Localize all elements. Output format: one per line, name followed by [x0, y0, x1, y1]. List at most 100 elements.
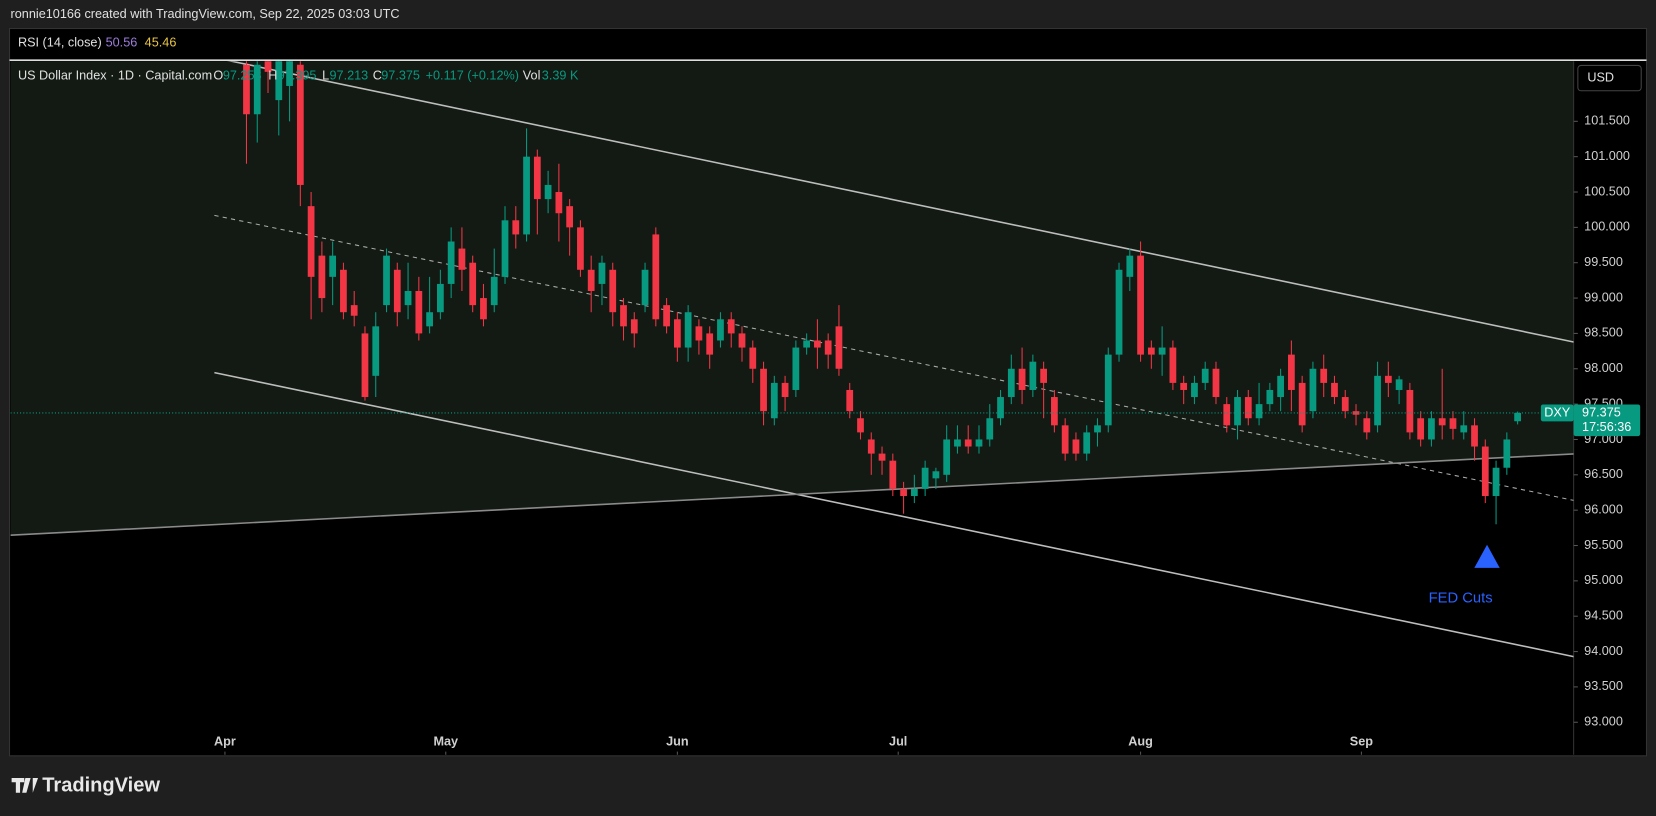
candle-body — [307, 206, 315, 277]
rsi-label: RSI (14, close) — [18, 36, 102, 50]
currency-button[interactable] — [1577, 64, 1642, 92]
candle-body — [727, 319, 735, 334]
y-tick-label: 95.500 — [1584, 538, 1623, 552]
y-tick-label: 98.000 — [1584, 361, 1623, 375]
candle-body — [566, 206, 574, 228]
candle-body — [964, 439, 972, 447]
legend-h-label: H — [268, 68, 277, 82]
candle-body — [1352, 411, 1360, 415]
candle-body — [1471, 425, 1478, 447]
attribution: ronnie10166 created with TradingView.com… — [11, 7, 400, 21]
candle-body — [846, 389, 854, 412]
candle-body — [1449, 418, 1457, 429]
candle-body — [1514, 412, 1521, 422]
candle-body — [1244, 397, 1252, 419]
candle-body — [544, 184, 552, 200]
y-tick-label: 101.500 — [1584, 114, 1630, 128]
y-tick-label: 94.000 — [1584, 644, 1623, 658]
candle-body — [1007, 368, 1015, 398]
last-price-box — [1573, 404, 1641, 437]
y-tick-label: 99.500 — [1584, 255, 1623, 269]
y-tick-label: 98.500 — [1584, 326, 1623, 340]
candle-body — [1374, 375, 1381, 426]
candle-body — [469, 262, 477, 306]
candle-body — [1223, 404, 1231, 426]
channel-fill — [10, 61, 1574, 536]
candle-body — [1363, 418, 1371, 433]
candle-body — [738, 333, 746, 348]
candle-body — [835, 326, 843, 369]
legend-o-label: O — [213, 68, 223, 82]
candle-body — [1115, 269, 1123, 355]
candle-body — [975, 439, 983, 447]
symbol-tag-label: DXY — [1544, 405, 1571, 419]
symbol-tag — [1540, 404, 1574, 422]
candle-body — [501, 220, 509, 277]
currency[interactable]: USD — [1587, 70, 1614, 84]
candle-body — [1212, 368, 1220, 398]
annotation: FED Cuts — [1429, 590, 1493, 606]
candle-body — [620, 305, 627, 327]
candle-body — [630, 319, 638, 334]
candle-body — [415, 290, 423, 334]
candle-body — [1169, 347, 1177, 383]
candle-body — [986, 418, 994, 440]
candle-body — [1384, 375, 1392, 383]
candle-body — [1040, 368, 1048, 383]
candle-body — [932, 471, 940, 479]
candle-body — [480, 298, 487, 320]
candle-body — [652, 234, 660, 320]
candle-body — [1029, 361, 1037, 390]
candle-body — [243, 64, 250, 115]
candle-body — [889, 460, 897, 489]
x-tick-label: Apr — [214, 734, 236, 748]
x-tick-label: May — [433, 734, 458, 748]
candle-body — [587, 269, 595, 291]
candle-body — [1395, 379, 1403, 390]
candle-body — [867, 439, 875, 454]
trend-line — [10, 453, 1574, 536]
candle-body — [1158, 347, 1166, 355]
y-tick-label: 93.000 — [1584, 715, 1623, 729]
candle-body — [447, 241, 455, 284]
candle-body — [1298, 382, 1306, 426]
candle-body — [1406, 389, 1414, 433]
chart-title: US Dollar Index · 1D · Capital.com — [18, 68, 212, 82]
candle-body — [695, 326, 703, 341]
legend-c: 97.375 — [381, 68, 420, 82]
candle-body — [663, 305, 670, 327]
candle-body — [910, 488, 918, 497]
candle-body — [318, 255, 326, 299]
candle-body — [1094, 425, 1101, 433]
brand-logo — [11, 777, 39, 793]
candle-body — [490, 276, 498, 306]
candle-body — [1492, 467, 1500, 497]
candle-body — [393, 269, 401, 313]
rsi-ma-value: 45.46 — [145, 36, 177, 50]
candle-body — [781, 382, 789, 398]
candle-body — [609, 269, 617, 313]
candle-body — [1460, 425, 1468, 433]
candle-body — [1018, 368, 1026, 390]
x-tick-label: Sep — [1350, 734, 1373, 748]
candle-body — [253, 64, 261, 115]
y-tick-label: 94.500 — [1584, 609, 1623, 623]
candle-body — [1255, 404, 1263, 419]
legend-c-label: C — [373, 68, 382, 82]
candle-body — [706, 333, 714, 355]
legend-vol-label: Vol — [523, 68, 541, 82]
candle-body — [1320, 368, 1328, 383]
candle-body — [673, 319, 681, 348]
candle-body — [426, 312, 433, 327]
candle-body — [760, 368, 767, 412]
candle-body — [954, 439, 961, 447]
candle-body — [814, 340, 821, 348]
y-tick-label: 96.500 — [1584, 467, 1623, 481]
candle-body — [1309, 368, 1317, 412]
candle-body — [598, 262, 606, 284]
candle-body — [512, 220, 520, 235]
candle-body — [878, 453, 886, 461]
y-tick-label: 100.500 — [1584, 184, 1630, 198]
candle-body — [275, 61, 283, 101]
candle-body — [1061, 425, 1069, 454]
